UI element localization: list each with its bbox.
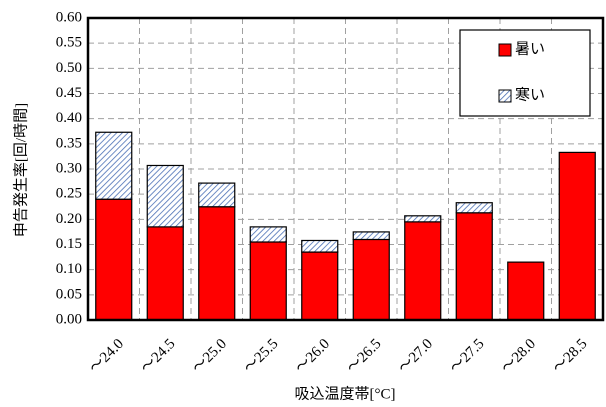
legend-box xyxy=(459,29,591,117)
y-tick-label: 0.45 xyxy=(56,85,82,101)
bar-segment xyxy=(146,226,184,321)
bar-segment xyxy=(455,202,493,214)
x-axis-label: 吸込温度帯[°C] xyxy=(295,385,396,402)
y-tick-label: 0.10 xyxy=(56,261,82,277)
x-tick-label: ～24.5 xyxy=(138,336,178,376)
x-tick-label: ～26.5 xyxy=(344,336,384,376)
y-tick-label: 0.55 xyxy=(56,35,82,51)
bar-segment xyxy=(455,212,493,321)
bar-segment xyxy=(404,215,442,223)
legend-label: 寒い xyxy=(515,85,545,103)
y-tick-label: 0.20 xyxy=(56,211,82,227)
x-tick-label: ～27.0 xyxy=(396,336,436,376)
bar-segment xyxy=(352,231,390,241)
bar-segment xyxy=(558,151,596,321)
bar-segment xyxy=(95,198,133,321)
x-tick-label: ～26.0 xyxy=(293,336,333,376)
y-tick-label: 0.30 xyxy=(56,160,82,176)
bar-segment xyxy=(95,131,133,200)
bar-segment xyxy=(404,221,442,321)
bar-segment xyxy=(301,239,339,253)
x-tick-label: ～28.0 xyxy=(499,336,539,376)
legend-swatch xyxy=(498,43,512,57)
x-tick-label: ～25.5 xyxy=(241,336,281,376)
y-tick-label: 0.60 xyxy=(56,9,82,25)
legend-label: 暑い xyxy=(515,40,545,57)
legend-swatch xyxy=(498,89,512,103)
y-tick-label: 0.50 xyxy=(56,60,82,76)
bar-segment xyxy=(301,251,339,321)
bar-segment xyxy=(507,261,545,321)
y-tick-label: 0.15 xyxy=(56,236,82,252)
x-tick-label: ～25.0 xyxy=(190,336,230,376)
bar-segment xyxy=(249,226,287,243)
y-tick-label: 0.25 xyxy=(56,186,82,202)
plot-frame xyxy=(86,16,605,322)
y-axis-label: 申告発生率[回/時間] xyxy=(12,103,29,237)
y-tick-label: 0.00 xyxy=(56,311,82,327)
x-tick-label: ～27.5 xyxy=(447,336,487,376)
bar-segment xyxy=(352,238,390,321)
bar-segment xyxy=(146,164,184,228)
x-tick-label: ～28.5 xyxy=(550,336,590,376)
bar-segment xyxy=(198,206,236,321)
y-tick-label: 0.35 xyxy=(56,135,82,151)
bar-segment xyxy=(249,241,287,321)
bar-segment xyxy=(198,182,236,208)
y-tick-label: 0.05 xyxy=(56,286,82,302)
y-tick-label: 0.40 xyxy=(56,110,82,126)
x-tick-label: ～24.0 xyxy=(87,336,127,376)
